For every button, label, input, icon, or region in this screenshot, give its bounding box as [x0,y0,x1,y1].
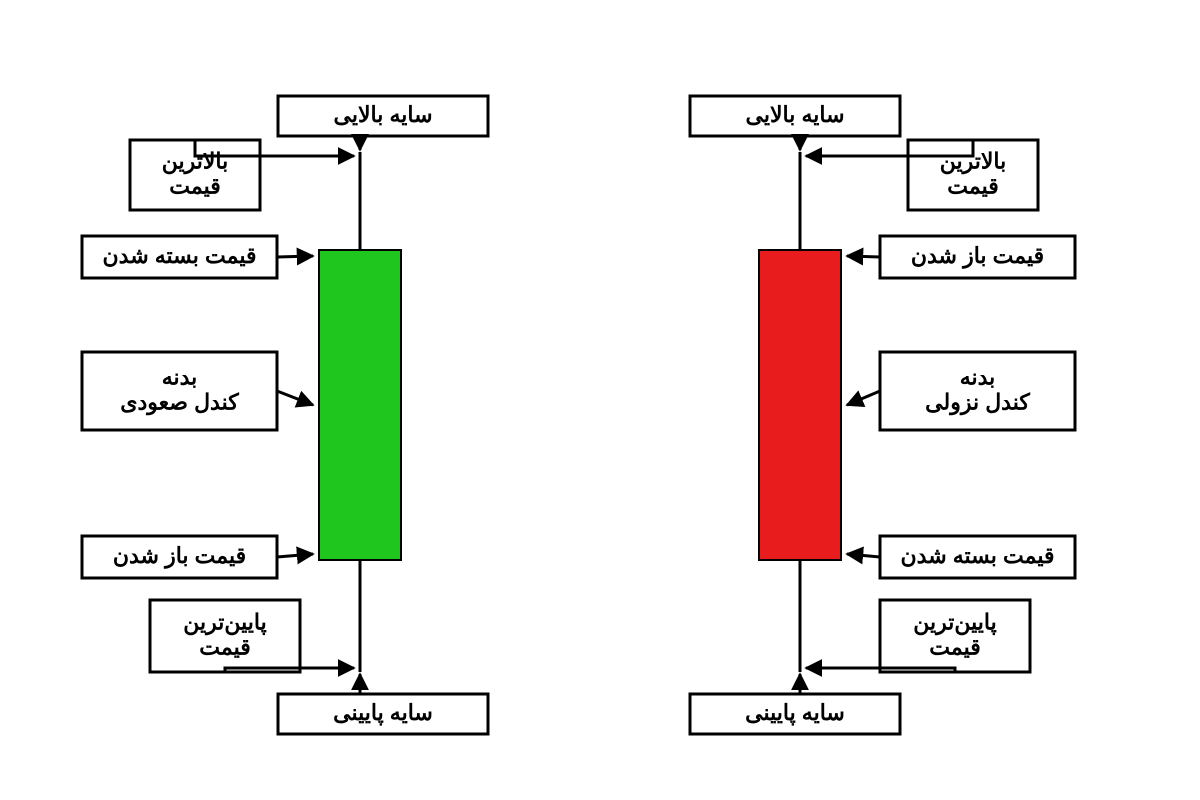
bullish-candle-close-price-label-text: قیمت بسته شدن [102,243,256,268]
bullish-candle-close-price-arrow [277,256,313,257]
bullish-candle-open-price-label-text: قیمت باز شدن [113,543,246,569]
bearish-candle-upper-shadow-label-text: سایه بالایی [746,102,845,127]
bearish-candle-close-price-arrow [847,554,880,557]
bearish-candle-body-arrow [847,391,880,405]
bearish-candle-open-price-arrow [847,256,880,257]
bearish-candle-lower-shadow-label-text: سایه پایینی [745,700,845,727]
bullish-candle-body [319,250,401,560]
bullish-candle-lower-shadow-label-text: سایه پایینی [333,700,433,727]
bullish-candle-body-arrow [277,391,313,405]
bearish-candle-close-price-label-text: قیمت بسته شدن [900,543,1054,568]
bullish-candle-open-price-arrow [277,554,313,557]
bearish-candle-body [759,250,841,560]
bearish-candle-open-price-label-text: قیمت باز شدن [911,243,1044,269]
bullish-candle-upper-shadow-label-text: سایه بالایی [334,102,433,127]
candlestick-anatomy-diagram: سایه بالاییسایه پایینیبالاترینقیمتپایین‌… [0,0,1200,800]
